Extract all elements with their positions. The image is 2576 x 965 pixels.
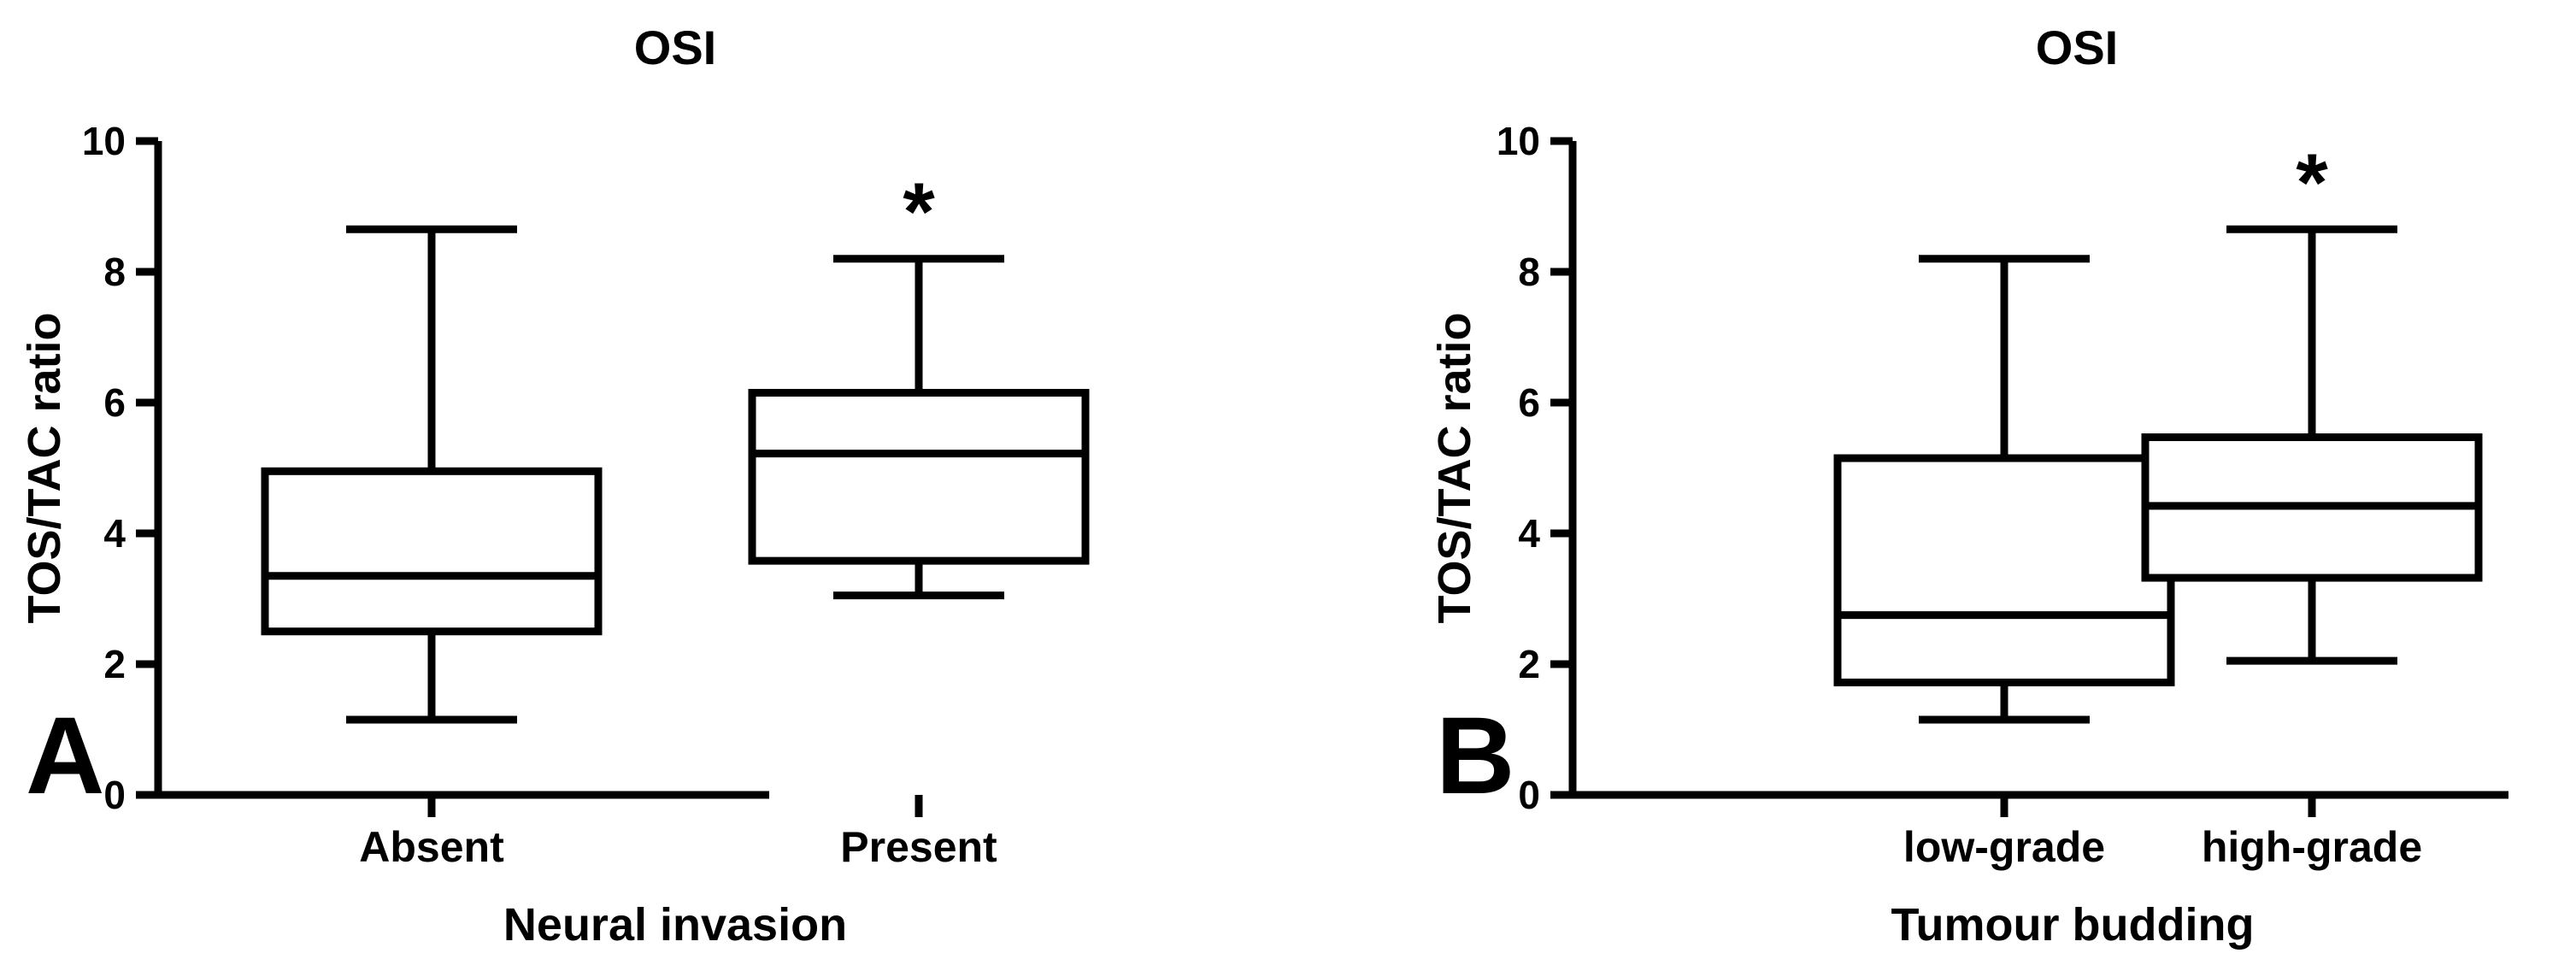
y-axis-label: TOS/TAC ratio bbox=[19, 312, 70, 623]
panel-letter: A bbox=[26, 695, 104, 817]
y-tick-label: 8 bbox=[1518, 250, 1540, 294]
y-tick-label: 2 bbox=[1518, 642, 1540, 686]
panel-letter: B bbox=[1436, 695, 1514, 817]
x-tick-label: Present bbox=[840, 823, 997, 871]
y-tick-label: 4 bbox=[103, 511, 126, 556]
y-tick-label: 6 bbox=[1518, 380, 1540, 425]
x-axis-label: Neural invasion bbox=[503, 899, 847, 950]
y-tick-label: 0 bbox=[103, 773, 126, 817]
y-tick-label: 6 bbox=[103, 380, 126, 425]
x-tick-label: Absent bbox=[359, 823, 504, 871]
panel-a: OSI A0 2 4 6 8 10 TOS/TAC ratio Neural invasion A… bbox=[19, 21, 1090, 950]
y-tick-label: 8 bbox=[103, 250, 126, 294]
x-tick-label: low-grade bbox=[1903, 823, 2105, 871]
x-tick-label: high-grade bbox=[2202, 823, 2422, 871]
significance-marker: * bbox=[2296, 137, 2328, 228]
chart-title: OSI bbox=[2036, 21, 2118, 74]
chart-title: OSI bbox=[634, 21, 716, 74]
y-tick-label: 0 bbox=[1518, 773, 1540, 817]
y-tick-label: 10 bbox=[1497, 119, 1540, 163]
significance-marker: * bbox=[903, 167, 935, 258]
y-axis-label: TOS/TAC ratio bbox=[1429, 312, 1480, 623]
y-tick-label: 4 bbox=[1518, 511, 1540, 556]
y-tick-label: 2 bbox=[103, 642, 126, 686]
box-iqr bbox=[748, 389, 1090, 565]
y-tick-label: 10 bbox=[82, 119, 126, 163]
x-axis-label: Tumour budding bbox=[1891, 899, 2255, 950]
panel-b: OSI B 0 2 4 6 8 10 TOS/TAC ratio Tumour budding lo… bbox=[1429, 21, 2508, 950]
box-iqr bbox=[1833, 454, 2175, 686]
box-iqr bbox=[261, 467, 603, 636]
